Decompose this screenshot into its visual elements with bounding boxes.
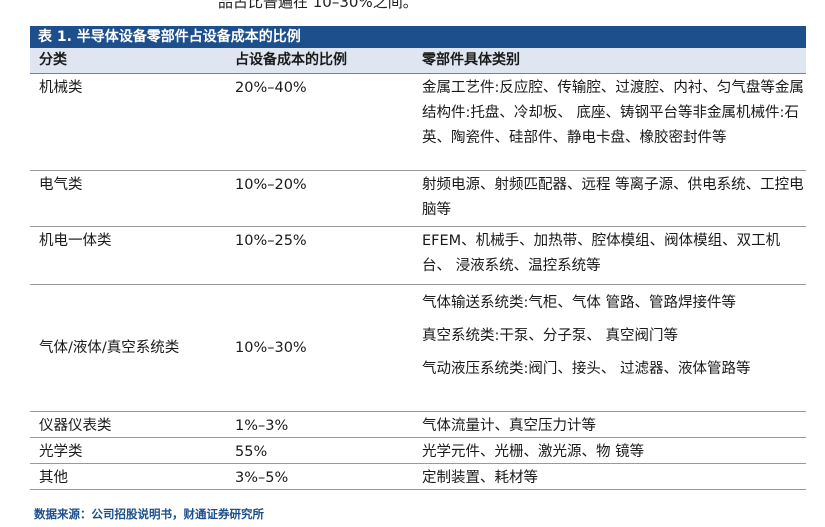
row-subitem: 真空系统类:干泵、分子泵、 真空阀门等 xyxy=(422,328,678,344)
header-items: 零部件具体类别 xyxy=(422,52,520,68)
row-items: EFEM、机械手、加热带、腔体模组、阀体模组、双工机台、 浸液系统、温控系统等 xyxy=(422,233,781,274)
row-category: 光学类 xyxy=(39,444,83,460)
row-ratio: 10%–30% xyxy=(235,339,307,356)
preceding-paragraph-fragment: 品占比普遍在 10–30%之间。 xyxy=(218,0,418,11)
data-source-note: 数据来源：公司招股说明书，财通证券研究所 xyxy=(34,507,264,521)
row-subitem: 气动液压系统类:阀门、接头、 过滤器、液体管路等 xyxy=(422,361,751,377)
row-items: 气体流量计、真空压力计等 xyxy=(422,418,596,434)
row-items-group: 气体输送系统类:气柜、气体 管路、管路焊接件等 真空系统类:干泵、分子泵、 真空… xyxy=(417,285,806,411)
table-row: 电气类 10%–20% 射频电源、射频匹配器、远程 等离子源、供电系统、工控电脑… xyxy=(30,171,806,227)
row-ratio: 3%–5% xyxy=(235,470,289,486)
row-ratio: 1%–3% xyxy=(235,418,289,434)
row-ratio: 10%–25% xyxy=(235,233,307,249)
row-category: 电气类 xyxy=(39,177,83,193)
row-ratio: 10%–20% xyxy=(235,177,307,193)
table-row: 机械类 20%–40% 金属工艺件:反应腔、传输腔、过渡腔、内衬、匀气盘等金属结… xyxy=(30,74,806,171)
row-items: 定制装置、耗材等 xyxy=(422,470,538,486)
row-ratio: 20%–40% xyxy=(235,80,307,96)
table-header-row: 分类 占设备成本的比例 零部件具体类别 xyxy=(30,48,806,74)
row-items: 金属工艺件:反应腔、传输腔、过渡腔、内衬、匀气盘等金属结构件:托盘、冷却板、 底… xyxy=(422,80,804,146)
row-items: 射频电源、射频匹配器、远程 等离子源、供电系统、工控电脑等 xyxy=(422,177,804,218)
row-category: 其他 xyxy=(39,470,68,486)
row-category: 仪器仪表类 xyxy=(39,418,112,434)
row-category: 气体/液体/真空系统类 xyxy=(39,339,180,356)
table-row: 其他 3%–5% 定制装置、耗材等 xyxy=(30,464,806,490)
header-category: 分类 xyxy=(39,52,67,68)
table-row: 仪器仪表类 1%–3% 气体流量计、真空压力计等 xyxy=(30,412,806,438)
table-row: 气体/液体/真空系统类 10%–30% 气体输送系统类:气柜、气体 管路、管路焊… xyxy=(30,285,806,412)
row-subitem: 气体输送系统类:气柜、气体 管路、管路焊接件等 xyxy=(422,295,736,311)
row-ratio: 55% xyxy=(235,444,268,460)
row-category: 机械类 xyxy=(39,80,83,96)
row-category: 机电一体类 xyxy=(39,233,112,249)
header-ratio: 占设备成本的比例 xyxy=(235,52,347,68)
table-row: 机电一体类 10%–25% EFEM、机械手、加热带、腔体模组、阀体模组、双工机… xyxy=(30,227,806,285)
table-row: 光学类 55% 光学元件、光栅、激光源、物 镜等 xyxy=(30,438,806,464)
row-items: 光学元件、光栅、激光源、物 镜等 xyxy=(422,444,645,460)
table-title: 表 1. 半导体设备零部件占设备成本的比例 xyxy=(30,26,806,48)
component-cost-table: 表 1. 半导体设备零部件占设备成本的比例 分类 占设备成本的比例 零部件具体类… xyxy=(30,26,806,490)
